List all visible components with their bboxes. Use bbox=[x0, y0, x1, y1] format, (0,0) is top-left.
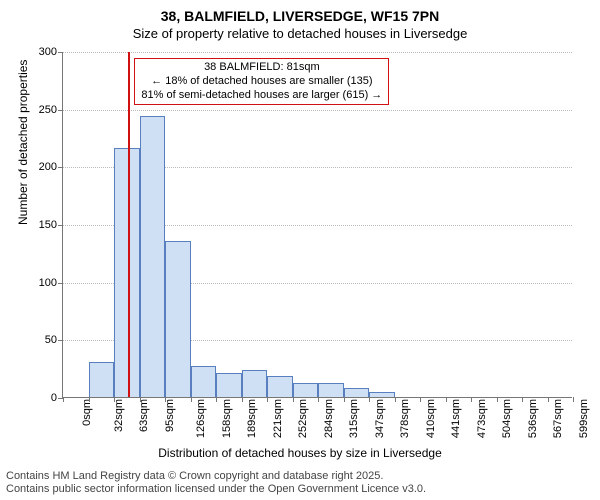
x-tick-mark bbox=[344, 397, 345, 402]
x-tick-mark bbox=[165, 397, 166, 402]
x-tick-mark bbox=[573, 397, 574, 402]
histogram-bar bbox=[242, 370, 268, 397]
x-tick-mark bbox=[267, 397, 268, 402]
y-tick-mark bbox=[58, 225, 63, 226]
gridline bbox=[63, 52, 572, 53]
histogram-bar bbox=[191, 366, 217, 397]
x-tick-mark bbox=[522, 397, 523, 402]
x-tick-mark bbox=[242, 397, 243, 402]
footer-line2: Contains public sector information licen… bbox=[6, 483, 426, 496]
title-line1: 38, BALMFIELD, LIVERSEDGE, WF15 7PN bbox=[0, 8, 600, 24]
histogram-bar bbox=[344, 388, 370, 397]
y-tick-mark bbox=[58, 167, 63, 168]
x-tick-label: 221sqm bbox=[272, 399, 284, 438]
x-tick-mark bbox=[318, 397, 319, 402]
property-marker-line bbox=[128, 52, 130, 397]
histogram-bar bbox=[369, 392, 395, 397]
x-tick-label: 599sqm bbox=[578, 399, 590, 438]
title-line2: Size of property relative to detached ho… bbox=[0, 26, 600, 41]
y-tick-label: 0 bbox=[23, 392, 57, 404]
annotation-box: 38 BALMFIELD: 81sqm← 18% of detached hou… bbox=[134, 58, 389, 105]
x-axis-title: Distribution of detached houses by size … bbox=[0, 446, 600, 460]
x-tick-label: 126sqm bbox=[195, 399, 207, 438]
x-tick-mark bbox=[63, 397, 64, 402]
x-tick-mark bbox=[395, 397, 396, 402]
x-tick-label: 0sqm bbox=[81, 399, 93, 426]
y-axis-title: Number of detached properties bbox=[16, 60, 30, 225]
x-tick-label: 315sqm bbox=[348, 399, 360, 438]
x-tick-label: 63sqm bbox=[138, 399, 150, 432]
x-tick-mark bbox=[420, 397, 421, 402]
x-tick-mark bbox=[114, 397, 115, 402]
x-tick-label: 158sqm bbox=[221, 399, 233, 438]
y-tick-mark bbox=[58, 340, 63, 341]
histogram-bar bbox=[216, 373, 242, 397]
gridline bbox=[63, 110, 572, 111]
y-tick-label: 250 bbox=[23, 104, 57, 116]
footer-line1: Contains HM Land Registry data © Crown c… bbox=[6, 470, 426, 483]
histogram-bar bbox=[267, 376, 293, 397]
x-tick-mark bbox=[293, 397, 294, 402]
x-tick-label: 284sqm bbox=[323, 399, 335, 438]
y-tick-label: 100 bbox=[23, 277, 57, 289]
x-tick-label: 189sqm bbox=[246, 399, 258, 438]
x-tick-label: 95sqm bbox=[164, 399, 176, 432]
attribution-footer: Contains HM Land Registry data © Crown c… bbox=[6, 470, 426, 496]
y-tick-label: 150 bbox=[23, 219, 57, 231]
histogram-bar bbox=[89, 362, 115, 397]
x-tick-mark bbox=[369, 397, 370, 402]
plot-area: 0501001502002503000sqm32sqm63sqm95sqm126… bbox=[62, 52, 572, 398]
y-tick-label: 300 bbox=[23, 46, 57, 58]
x-tick-mark bbox=[446, 397, 447, 402]
x-tick-label: 347sqm bbox=[374, 399, 386, 438]
y-tick-mark bbox=[58, 283, 63, 284]
x-tick-mark bbox=[216, 397, 217, 402]
y-tick-mark bbox=[58, 110, 63, 111]
x-tick-label: 473sqm bbox=[476, 399, 488, 438]
y-tick-mark bbox=[58, 52, 63, 53]
x-tick-mark bbox=[471, 397, 472, 402]
x-tick-label: 32sqm bbox=[113, 399, 125, 432]
x-tick-mark bbox=[89, 397, 90, 402]
histogram-bar bbox=[140, 116, 166, 397]
x-tick-label: 252sqm bbox=[297, 399, 309, 438]
x-tick-label: 504sqm bbox=[501, 399, 513, 438]
annotation-line: 38 BALMFIELD: 81sqm bbox=[141, 61, 382, 75]
x-tick-mark bbox=[497, 397, 498, 402]
x-tick-label: 378sqm bbox=[399, 399, 411, 438]
annotation-line: 81% of semi-detached houses are larger (… bbox=[141, 89, 382, 103]
y-tick-label: 200 bbox=[23, 161, 57, 173]
x-tick-label: 536sqm bbox=[527, 399, 539, 438]
annotation-line: ← 18% of detached houses are smaller (13… bbox=[141, 75, 382, 89]
x-tick-label: 567sqm bbox=[552, 399, 564, 438]
y-tick-label: 50 bbox=[23, 334, 57, 346]
x-tick-label: 410sqm bbox=[425, 399, 437, 438]
chart-title-block: 38, BALMFIELD, LIVERSEDGE, WF15 7PN Size… bbox=[0, 0, 600, 41]
histogram-bar bbox=[114, 148, 140, 397]
histogram-bar bbox=[293, 383, 319, 397]
x-tick-label: 441sqm bbox=[450, 399, 462, 438]
x-tick-mark bbox=[140, 397, 141, 402]
x-tick-mark bbox=[548, 397, 549, 402]
x-tick-mark bbox=[191, 397, 192, 402]
histogram-bar bbox=[318, 383, 344, 397]
histogram-bar bbox=[165, 241, 191, 397]
